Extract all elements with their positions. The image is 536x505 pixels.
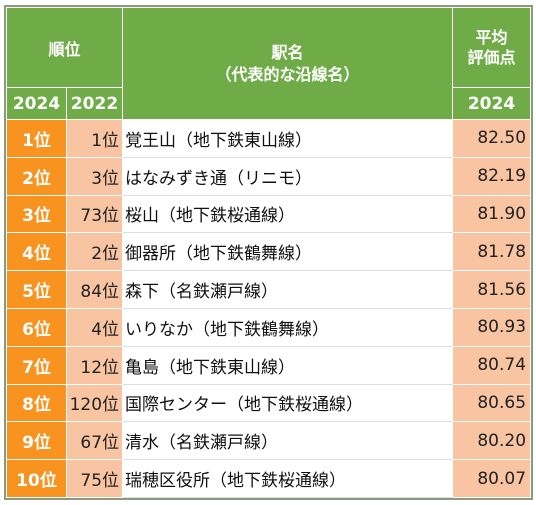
station-header: 駅名 （代表的な沿線名） [122,7,454,120]
rank-2024-cell: 7位 [6,345,67,385]
score-cell: 82.19 [452,156,532,196]
rank-2022-cell: 75位 [65,459,124,498]
score-cell: 81.78 [452,232,532,272]
rank-2024-cell: 5位 [6,270,67,309]
rank-2022-cell: 4位 [65,307,124,347]
ranking-table-container: 順位 駅名 （代表的な沿線名） 平均 評価点 2024 2022 2024 1位… [3,5,534,500]
station-name-cell: 桜山（地下鉄桜通線） [122,194,454,234]
rank-2022-cell: 73位 [65,194,124,234]
station-name-cell: 亀島（地下鉄東山線） [122,345,454,385]
rank-2024-cell: 4位 [6,232,67,272]
score-cell: 80.20 [452,421,532,461]
station-name-cell: 国際センター（地下鉄桜通線） [122,383,454,423]
score-year-header: 2024 [452,87,532,120]
year-2022-header: 2022 [65,87,124,120]
score-cell: 81.90 [452,194,532,234]
table-row: 7位 12位 亀島（地下鉄東山線） 80.74 [6,345,532,385]
score-cell: 81.56 [452,270,532,309]
score-cell: 80.74 [452,345,532,385]
rank-2024-cell: 3位 [6,194,67,234]
table-row: 5位 84位 森下（名鉄瀬戸線） 81.56 [6,270,532,309]
station-name-cell: はなみずき通（リニモ） [122,156,454,196]
table-row: 4位 2位 御器所（地下鉄鶴舞線） 81.78 [6,232,532,272]
rank-2024-cell: 10位 [6,459,67,498]
station-name-cell: 瑞穂区役所（地下鉄桜通線） [122,459,454,498]
rank-2024-cell: 1位 [6,119,67,158]
station-name-cell: 清水（名鉄瀬戸線） [122,421,454,461]
year-2024-header: 2024 [6,87,67,120]
station-name-cell: いりなか（地下鉄鶴舞線） [122,307,454,347]
table-row: 1位 1位 覚王山（地下鉄東山線） 82.50 [6,119,532,158]
rank-header: 順位 [5,7,124,88]
table-row: 10位 75位 瑞穂区役所（地下鉄桜通線） 80.07 [6,459,532,498]
table-row: 9位 67位 清水（名鉄瀬戸線） 80.20 [6,421,532,461]
station-name-cell: 森下（名鉄瀬戸線） [122,270,454,309]
rank-2024-cell: 8位 [6,383,67,423]
rank-2022-cell: 120位 [65,383,124,423]
score-cell: 80.65 [452,383,532,423]
station-name-cell: 御器所（地下鉄鶴舞線） [122,232,454,272]
rank-2022-cell: 1位 [65,119,124,158]
rank-2022-cell: 67位 [65,421,124,461]
station-header-line2: （代表的な沿線名） [215,64,360,84]
score-header-line2: 評価点 [467,47,516,67]
rank-2022-cell: 84位 [65,270,124,309]
table-row: 2位 3位 はなみずき通（リニモ） 82.19 [6,156,532,196]
rank-2024-cell: 6位 [6,307,67,347]
station-ranking-table: 順位 駅名 （代表的な沿線名） 平均 評価点 2024 2022 2024 1位… [3,5,534,500]
table-body: 1位 1位 覚王山（地下鉄東山線） 82.50 2位 3位 はなみずき通（リニモ） 82.19… [6,119,532,498]
score-header: 平均 評価点 [452,7,532,88]
score-cell: 80.93 [452,307,532,347]
rank-2022-cell: 2位 [65,232,124,272]
rank-2022-cell: 12位 [65,345,124,385]
score-cell: 80.07 [452,459,532,498]
score-cell: 82.50 [452,119,532,158]
rank-2024-cell: 9位 [6,421,67,461]
table-row: 3位 73位 桜山（地下鉄桜通線） 81.90 [6,194,532,234]
station-name-cell: 覚王山（地下鉄東山線） [122,119,454,158]
rank-2022-cell: 3位 [65,156,124,196]
table-row: 6位 4位 いりなか（地下鉄鶴舞線） 80.93 [6,307,532,347]
table-row: 8位 120位 国際センター（地下鉄桜通線） 80.65 [6,383,532,423]
rank-2024-cell: 2位 [6,156,67,196]
score-header-line1: 平均 [475,27,508,47]
station-header-line1: 駅名 [271,42,304,62]
